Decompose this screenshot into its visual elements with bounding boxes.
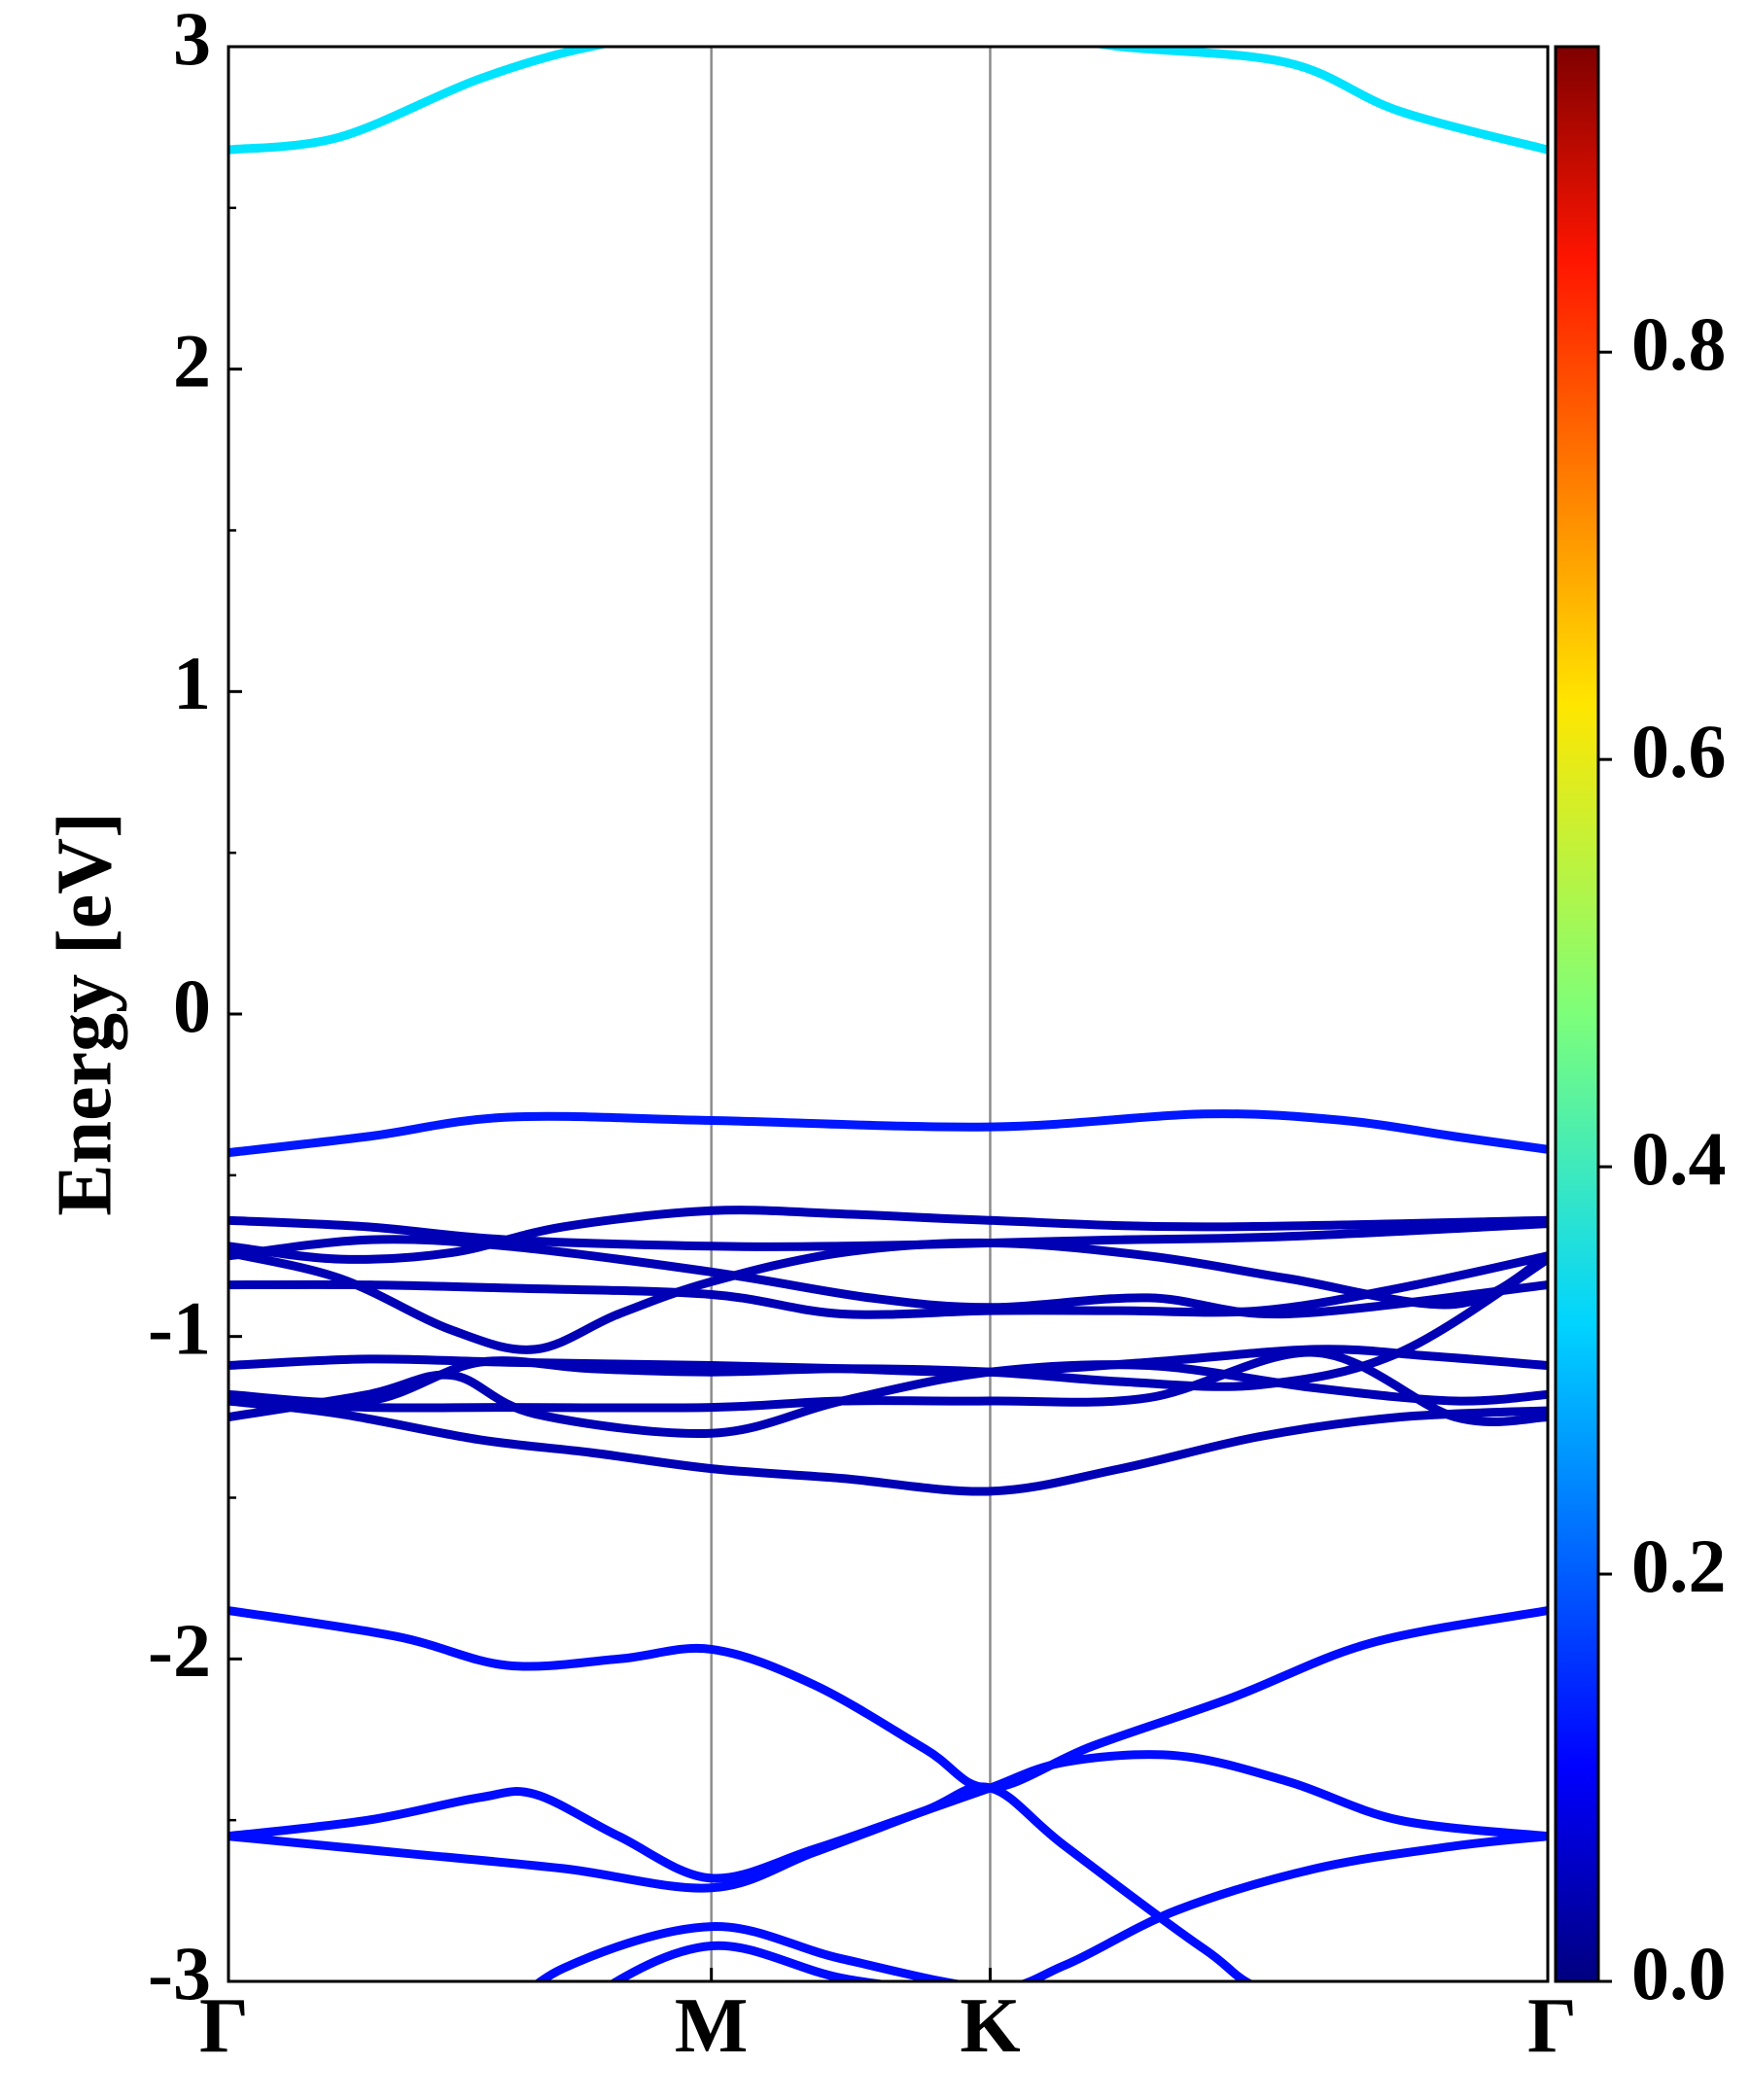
band-15: [228, 1782, 1255, 1981]
band-16: [533, 1832, 1548, 1981]
colorbar-tick-label: 0.6: [1631, 709, 1727, 793]
plot-frame: [227, 45, 1550, 1983]
k-point-label: K: [960, 1983, 1020, 2069]
k-point-label: Γ: [199, 1983, 249, 2069]
band-11: [228, 1348, 1548, 1426]
y-tick-label: 2: [173, 319, 211, 403]
colorbar-tick-label: 0.0: [1631, 1931, 1727, 2015]
band-17: [608, 1941, 892, 1981]
k-point-label: Γ: [1527, 1983, 1577, 2069]
colorbar: [1554, 45, 1600, 1983]
band-1: [228, 47, 1548, 155]
bands: [228, 47, 1548, 1981]
band-3: [228, 1215, 1548, 1251]
y-tick-label: -2: [148, 1608, 211, 1693]
band-5: [228, 1235, 1548, 1319]
band-2: [228, 1109, 1548, 1158]
high-symmetry-lines: [710, 47, 992, 1981]
colorbar-ticks: 0.0 0.2 0.4 0.6 0.8: [1598, 301, 1727, 2015]
band-13: [228, 1606, 1548, 1793]
y-tick-label: 3: [173, 0, 211, 81]
band-4: [228, 1206, 1548, 1264]
band-6: [228, 1251, 1548, 1319]
colorbar-tick-label: 0.2: [1631, 1523, 1727, 1608]
k-point-label: M: [675, 1983, 749, 2069]
band-7: [228, 1238, 1548, 1354]
colorbar-tick-label: 0.4: [1631, 1116, 1727, 1201]
y-tick-label: -3: [148, 1931, 211, 2015]
band-12: [228, 1396, 1548, 1496]
colorbar-tick-label: 0.8: [1631, 301, 1727, 386]
y-tick-label: 1: [173, 641, 211, 725]
y-axis-label: Energy [eV]: [42, 812, 127, 1215]
y-axis-ticks: 3 2 1 0 -1 -2 -3: [148, 0, 242, 2015]
y-tick-label: -1: [148, 1286, 211, 1371]
y-tick-label: 0: [173, 963, 211, 1048]
